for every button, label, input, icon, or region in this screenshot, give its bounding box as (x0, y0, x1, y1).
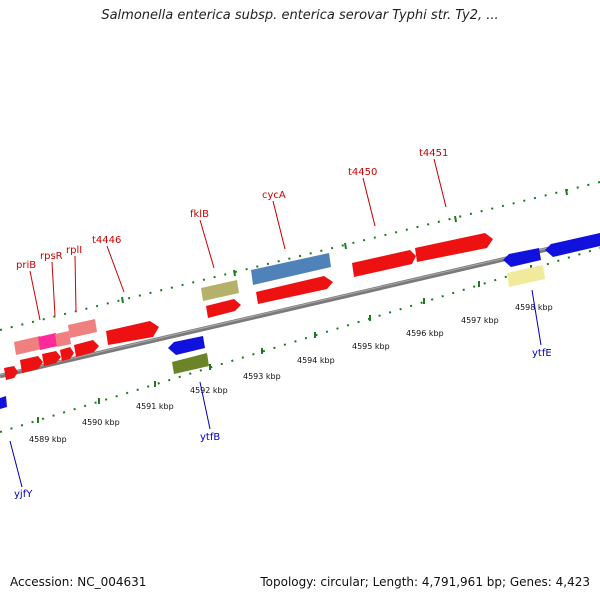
genome-backbone (0, 234, 600, 379)
kbp-label-4593: 4593 kbp (243, 372, 281, 381)
gene-ytfE-blue-b[interactable] (545, 233, 600, 257)
reverse-leaders (9, 289, 542, 488)
forward-major-ticks (121, 188, 568, 304)
label-t4450[interactable]: t4450 (348, 167, 377, 178)
forward-leaders (29, 158, 447, 321)
label-fklB[interactable]: fklB (190, 209, 209, 220)
gene-ytfB-blue[interactable] (168, 336, 205, 355)
map-title: Salmonella enterica subsp. enterica sero… (101, 8, 499, 23)
gene-yjfY-blue[interactable] (0, 396, 7, 409)
kbp-label-4592: 4592 kbp (190, 386, 228, 395)
gene-red-a[interactable] (4, 366, 18, 380)
kbp-label-4595: 4595 kbp (352, 342, 390, 351)
forward-genes (14, 233, 545, 355)
forward-tick-track (0, 181, 600, 331)
label-rplI[interactable]: rplI (66, 245, 82, 256)
gene-t4451[interactable] (415, 233, 493, 262)
gene-red-f[interactable] (206, 299, 241, 318)
label-priB[interactable]: priB (16, 260, 36, 271)
gene-rpsR[interactable] (38, 333, 58, 350)
gene-red-g[interactable] (256, 276, 333, 304)
gene-ytfE-yellow[interactable] (507, 265, 545, 287)
kbp-label-4590: 4590 kbp (82, 418, 120, 427)
gene-ytfE-blue-a[interactable] (503, 248, 541, 267)
label-yjfY[interactable]: yjfY (14, 489, 33, 500)
gene-ytfB-olive[interactable] (172, 353, 209, 374)
gene-rplI[interactable] (68, 319, 97, 338)
label-ytfB[interactable]: ytfB (200, 432, 220, 443)
kbp-label-4597: 4597 kbp (461, 316, 499, 325)
label-t4446[interactable]: t4446 (92, 235, 121, 246)
backbone-highlight (0, 235, 600, 376)
kbp-label-4598: 4598 kbp (515, 303, 553, 312)
label-rpsR[interactable]: rpsR (40, 251, 63, 262)
gene-rrna-2[interactable] (55, 331, 71, 347)
gene-red-d[interactable] (60, 347, 74, 361)
gene-red-b[interactable] (20, 356, 43, 373)
reverse-genes (0, 233, 600, 409)
label-cycA[interactable]: cycA (262, 190, 286, 201)
kbp-label-4591: 4591 kbp (136, 402, 174, 411)
accession-text: Accession: NC_004631 (10, 575, 147, 589)
gene-red-c[interactable] (42, 351, 61, 366)
gene-t4450[interactable] (352, 250, 416, 277)
gene-rrna-1[interactable] (14, 336, 42, 355)
gene-t4446[interactable] (106, 321, 159, 345)
kbp-label-4596: 4596 kbp (406, 329, 444, 338)
topology-summary: Topology: circular; Length: 4,791,961 bp… (260, 575, 590, 589)
label-ytfE[interactable]: ytfE (532, 348, 552, 359)
forward-genes-lower (4, 276, 333, 380)
gene-red-e[interactable] (74, 340, 99, 357)
label-t4451[interactable]: t4451 (419, 148, 448, 159)
kbp-label-4594: 4594 kbp (297, 356, 335, 365)
kbp-label-4589: 4589 kbp (29, 435, 67, 444)
gene-cycA[interactable] (251, 253, 331, 285)
gene-fklB-olive[interactable] (201, 280, 239, 301)
